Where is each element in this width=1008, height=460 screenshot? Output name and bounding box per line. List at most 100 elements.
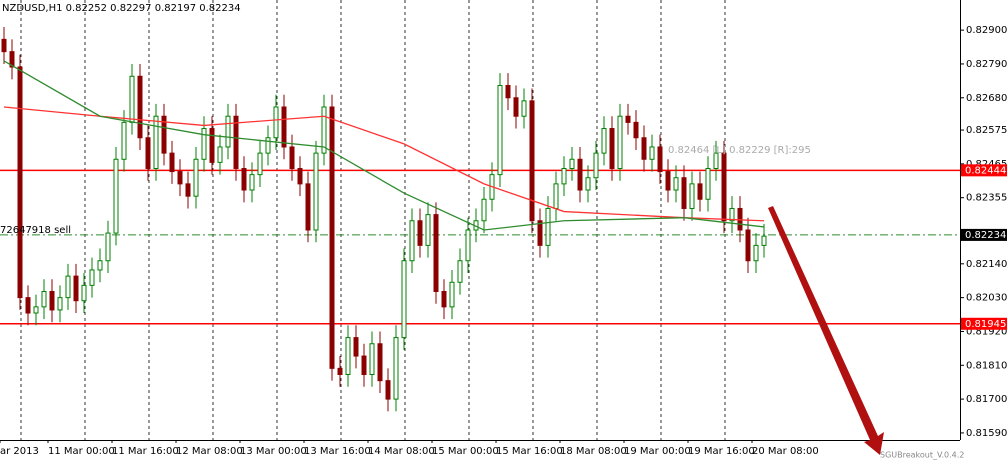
candle-body — [641, 137, 647, 160]
candle-body — [57, 297, 63, 311]
candle-body — [289, 146, 295, 169]
level-box — [961, 164, 1007, 177]
candle-body — [153, 115, 159, 169]
candle-body — [65, 275, 71, 299]
x-tick-label: 15 Mar 16:00 — [496, 446, 563, 457]
arrow — [768, 206, 884, 455]
candle-body — [745, 229, 751, 262]
candle-body — [409, 220, 415, 262]
candle-body — [97, 260, 103, 271]
candle-body — [553, 183, 559, 209]
candle-body — [297, 167, 303, 185]
candle-body — [377, 343, 383, 382]
candle-body — [689, 183, 695, 209]
y-tick-label: 0.82575 — [966, 125, 1007, 136]
candle-body — [529, 100, 535, 222]
candle-body — [17, 66, 23, 299]
candle-body — [385, 380, 391, 400]
candle-body — [89, 269, 95, 286]
candle-body — [233, 115, 239, 169]
level-box — [961, 228, 1007, 241]
candle-body — [361, 355, 367, 376]
x-tick-label: 11 Mar 16:00 — [112, 446, 179, 457]
marks — [1, 27, 767, 412]
candle-body — [49, 290, 55, 311]
y-tick-label: 0.82680 — [966, 93, 1007, 104]
candle-body — [249, 174, 255, 191]
candle-body — [601, 128, 607, 154]
candle-body — [561, 167, 567, 185]
candle-body — [441, 290, 447, 308]
y-tick-label: 0.82030 — [966, 293, 1007, 304]
candle-body — [105, 232, 111, 262]
moving-average — [3, 106, 765, 222]
candle-body — [33, 306, 39, 314]
candle-body — [337, 367, 343, 376]
y-tick-label: 0.81810 — [966, 360, 1007, 371]
candle-body — [657, 146, 663, 173]
candle-body — [729, 207, 735, 222]
candle-body — [577, 158, 583, 191]
candle-body — [593, 152, 599, 179]
candle-body — [257, 152, 263, 176]
candle-body — [177, 171, 183, 185]
candle-body — [625, 115, 631, 123]
candle-body — [505, 84, 511, 99]
candle-body — [585, 177, 591, 191]
y-tick-label: 0.82790 — [966, 59, 1007, 70]
x-tick-label: 18 Mar 08:00 — [560, 446, 627, 457]
candle-body — [81, 284, 87, 302]
candle-body — [201, 128, 207, 160]
candle-body — [369, 343, 375, 376]
y-tick-label: 0.81590 — [966, 428, 1007, 439]
candle-body — [521, 100, 527, 117]
y-tick-label: 0.82900 — [966, 25, 1007, 36]
candle-body — [545, 207, 551, 246]
x-tick-label: 12 Mar 08:00 — [176, 446, 243, 457]
candle-body — [513, 97, 519, 117]
level-label: 0.82444 — [965, 165, 1006, 176]
x-tick-label: 11 Mar 00:00 — [48, 446, 115, 457]
candle-body — [321, 106, 327, 154]
candle-body — [433, 214, 439, 292]
candle-body — [209, 128, 215, 163]
candle-body — [225, 115, 231, 148]
candle-body — [457, 260, 463, 283]
candle-body — [329, 106, 335, 369]
candle-body — [185, 183, 191, 197]
candle-body — [673, 177, 679, 191]
candle-body — [761, 235, 767, 246]
candle-body — [449, 281, 455, 308]
x-tick-label: 19 Mar 16:00 — [688, 446, 755, 457]
y-tick-label: 0.81700 — [966, 394, 1007, 405]
candle-body — [681, 177, 687, 209]
candle-body — [161, 115, 167, 154]
candle-body — [649, 146, 655, 160]
candle-body — [113, 158, 119, 234]
candle-body — [353, 337, 359, 357]
x-tick-label: ar 2013 — [0, 446, 39, 457]
candle-body — [537, 220, 543, 246]
x-tick-label: 13 Mar 16:00 — [304, 446, 371, 457]
candle-body — [417, 220, 423, 246]
candle-body — [569, 158, 575, 169]
candle-body — [497, 84, 503, 176]
watermark: SGUBreakout_V.0.4.2 — [880, 451, 964, 460]
candle-body — [313, 152, 319, 231]
candle-body — [465, 229, 471, 262]
candle-body — [193, 158, 199, 197]
chart-title: NZDUSD,H1 0.82252 0.82297 0.82197 0.8223… — [2, 3, 241, 14]
candle-body — [73, 275, 79, 302]
candle-body — [241, 167, 247, 191]
candle-body — [217, 146, 223, 163]
candle-body — [25, 297, 31, 314]
x-tick-label: 15 Mar 00:00 — [432, 446, 499, 457]
candle-body — [633, 121, 639, 139]
candle-body — [393, 337, 399, 400]
x-tick-label: 14 Mar 08:00 — [368, 446, 435, 457]
candle-body — [425, 214, 431, 246]
grid — [0, 0, 960, 440]
candle-body — [137, 75, 143, 139]
